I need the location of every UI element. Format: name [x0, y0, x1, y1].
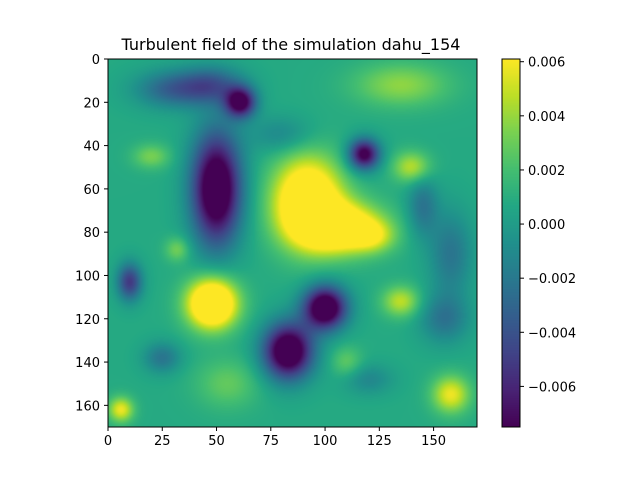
y-tick-label: 40 [83, 140, 100, 155]
x-tick-label: 0 [104, 434, 112, 449]
colorbar-tick-label: 0.002 [528, 164, 565, 179]
x-tick-label: 50 [208, 434, 225, 449]
plot-frame [107, 58, 478, 428]
colorbar-frame [501, 58, 521, 428]
y-tick-label: 160 [75, 399, 100, 414]
y-tick-label: 0 [92, 53, 100, 68]
x-tick-label: 125 [367, 434, 392, 449]
colorbar-tick-label: 0.000 [528, 218, 565, 233]
colorbar-axis: 0.006 0.004 0.002 0.000 −0.002 −0.004 −0.006 [520, 56, 576, 395]
y-tick-label: 100 [75, 269, 100, 284]
y-axis: 0 20 40 60 80 100 120 140 160 [75, 53, 108, 414]
heatmap-container [108, 59, 477, 427]
colorbar-tick-label: −0.006 [528, 380, 576, 395]
y-tick-label: 140 [75, 356, 100, 371]
y-tick-label: 120 [75, 313, 100, 328]
y-tick-label: 60 [83, 183, 100, 198]
colorbar-container [502, 59, 520, 427]
colorbar-tick-label: −0.002 [528, 272, 576, 287]
x-tick-label: 100 [313, 434, 338, 449]
x-tick-label: 75 [263, 434, 280, 449]
y-tick-label: 80 [83, 226, 100, 241]
colorbar-tick-label: 0.004 [528, 110, 565, 125]
x-tick-label: 150 [421, 434, 446, 449]
y-tick-label: 20 [83, 96, 100, 111]
colorbar-gradient [502, 59, 520, 427]
chart-title: Turbulent field of the simulation dahu_1… [121, 35, 461, 55]
x-tick-label: 25 [154, 434, 171, 449]
heatmap-image [108, 59, 477, 427]
colorbar-tick-label: −0.004 [528, 326, 576, 341]
colorbar-tick-label: 0.006 [528, 56, 565, 71]
x-axis: 0 25 50 75 100 125 150 [104, 427, 446, 449]
